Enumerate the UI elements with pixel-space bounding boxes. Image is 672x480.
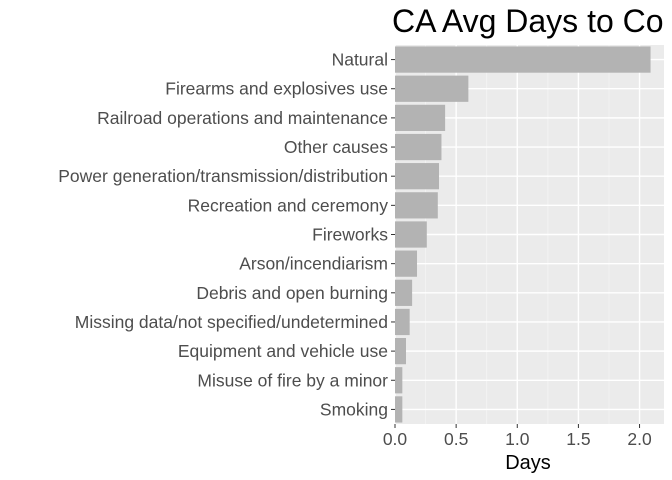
bar [395, 75, 469, 102]
bar [395, 308, 410, 336]
bar [395, 396, 403, 423]
category-label: Recreation and ceremony [188, 195, 389, 215]
x-tick-label: 1.0 [505, 429, 530, 449]
bar [395, 104, 446, 132]
x-tick-label: 2.0 [627, 429, 652, 449]
bar [395, 163, 440, 190]
category-label: Missing data/not specified/undetermined [75, 312, 388, 332]
bar [395, 279, 413, 306]
bars [395, 46, 651, 423]
x-tick-label: 0.5 [444, 429, 468, 449]
bar [395, 192, 438, 219]
category-label: Power generation/transmission/distributi… [58, 166, 388, 186]
bar [395, 367, 403, 394]
category-label: Firearms and explosives use [165, 79, 388, 99]
category-label: Debris and open burning [196, 283, 388, 303]
category-label: Railroad operations and maintenance [97, 108, 388, 128]
bar [395, 221, 427, 248]
category-label: Smoking [320, 399, 388, 419]
category-label: Fireworks [312, 225, 388, 245]
chart-title: CA Avg Days to Co [392, 3, 664, 39]
category-label: Natural [332, 50, 388, 70]
category-label: Other causes [284, 137, 388, 157]
category-label: Equipment and vehicle use [178, 341, 388, 361]
bar [395, 250, 418, 277]
category-label: Misuse of fire by a minor [197, 370, 388, 390]
x-ticks: 0.0 0.5 1.0 1.5 2.0 [383, 424, 652, 449]
bar [395, 133, 442, 161]
x-tick-label: 1.5 [566, 429, 590, 449]
category-labels: Natural Firearms and explosives use Railro… [58, 50, 395, 419]
category-label: Arson/incendiarism [239, 254, 388, 274]
x-axis-title: Days [505, 452, 551, 474]
bar [395, 46, 651, 73]
x-tick-label: 0.0 [383, 429, 408, 449]
bar [395, 337, 407, 365]
